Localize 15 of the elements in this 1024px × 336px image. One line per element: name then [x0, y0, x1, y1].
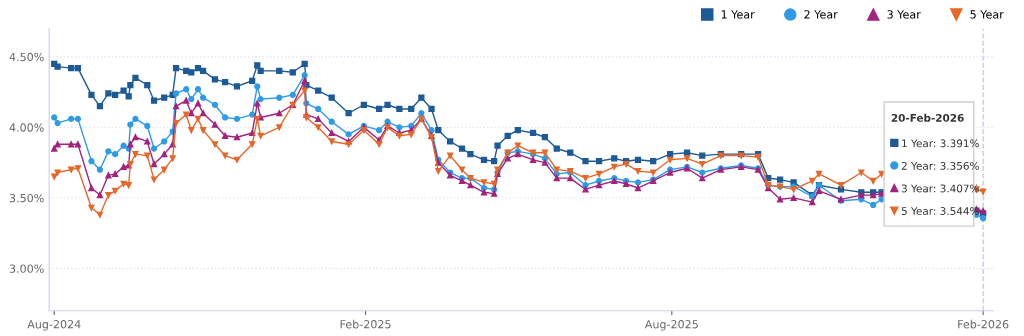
annotation: 2 Year: 3.356%	[901, 161, 979, 170]
x-tick-label: Aug-2025	[644, 320, 698, 331]
annotation: 1 Year: 3.391%	[902, 139, 979, 148]
annotation: 20-Feb-2026	[891, 113, 964, 122]
legend-label: 1 Year	[721, 10, 755, 19]
legend-label: 3 Year	[887, 10, 921, 19]
x-tick-label: Feb-2025	[340, 319, 391, 329]
y-tick-label: 3.50%	[9, 193, 44, 203]
y-tick-label: 4.00%	[9, 123, 44, 132]
legend-label: 2 Year	[804, 10, 838, 19]
y-tick-label: 4.50%	[9, 52, 44, 62]
x-tick-label: Feb-2026	[958, 319, 1009, 329]
x-tick-label: Aug-2024	[27, 320, 81, 331]
y-tick-label: 3.00%	[9, 264, 44, 273]
legend-label: 5 Year	[970, 10, 1004, 19]
